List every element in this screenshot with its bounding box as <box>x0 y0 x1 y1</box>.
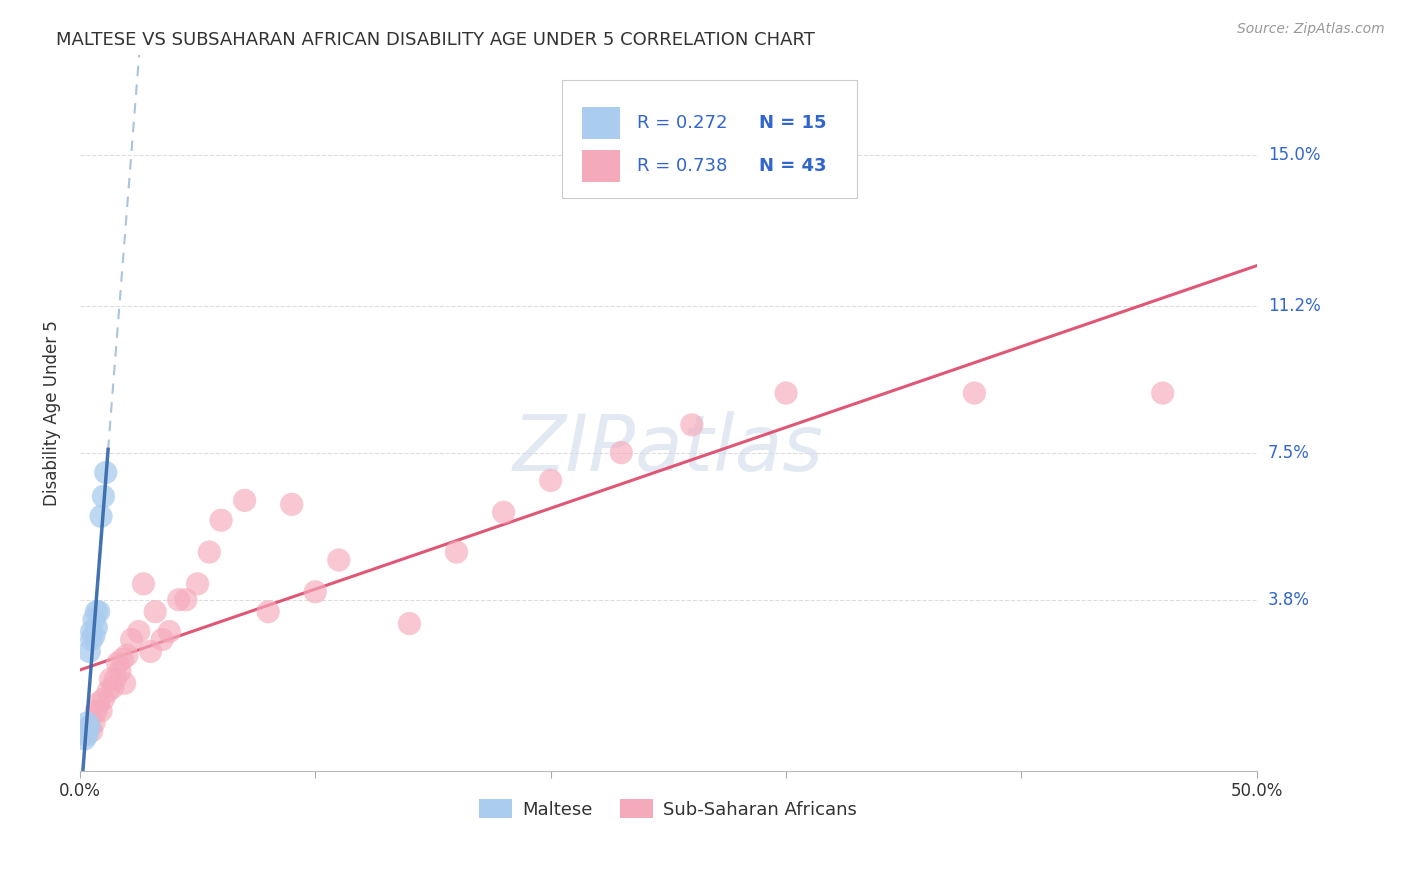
Text: N = 43: N = 43 <box>759 157 827 175</box>
Point <box>107 657 129 671</box>
Point <box>76 716 98 731</box>
Point <box>233 493 256 508</box>
Point <box>83 613 105 627</box>
Point <box>83 628 105 642</box>
Text: R = 0.738: R = 0.738 <box>637 157 727 175</box>
Point <box>86 605 108 619</box>
Point <box>187 577 209 591</box>
Point <box>143 605 166 619</box>
Point <box>446 545 468 559</box>
Point <box>79 720 101 734</box>
Bar <box>582 107 620 139</box>
Point <box>121 632 143 647</box>
Point <box>101 680 124 694</box>
Point <box>610 445 633 459</box>
Point <box>280 497 302 511</box>
Point <box>73 728 96 742</box>
Point <box>111 652 134 666</box>
Point <box>198 545 221 559</box>
Point <box>257 605 280 619</box>
Point <box>328 553 350 567</box>
Point <box>76 728 98 742</box>
Point <box>108 665 131 679</box>
Point <box>93 489 115 503</box>
Point <box>1152 386 1174 401</box>
Point <box>79 720 101 734</box>
Point <box>73 731 96 746</box>
Point <box>83 716 105 731</box>
Text: ZIPatlas: ZIPatlas <box>513 410 824 487</box>
Point <box>90 509 112 524</box>
Legend: Maltese, Sub-Saharan Africans: Maltese, Sub-Saharan Africans <box>472 792 865 826</box>
Point <box>209 513 232 527</box>
Point <box>80 624 103 639</box>
Point <box>90 704 112 718</box>
Point <box>157 624 180 639</box>
Point <box>492 505 515 519</box>
Point <box>79 644 101 658</box>
Point <box>100 673 122 687</box>
Text: MALTESE VS SUBSAHARAN AFRICAN DISABILITY AGE UNDER 5 CORRELATION CHART: MALTESE VS SUBSAHARAN AFRICAN DISABILITY… <box>56 31 815 49</box>
Text: 7.5%: 7.5% <box>1268 443 1310 462</box>
Bar <box>582 150 620 182</box>
Point <box>94 466 117 480</box>
Point <box>115 648 138 663</box>
Point <box>128 624 150 639</box>
Point <box>540 474 562 488</box>
Point <box>150 632 173 647</box>
Y-axis label: Disability Age Under 5: Disability Age Under 5 <box>44 320 60 506</box>
Point <box>104 673 127 687</box>
Point <box>114 676 136 690</box>
Point <box>963 386 986 401</box>
Point <box>304 584 326 599</box>
Point <box>139 644 162 658</box>
Point <box>80 723 103 738</box>
Text: 3.8%: 3.8% <box>1268 591 1310 608</box>
Point <box>87 605 110 619</box>
Text: 11.2%: 11.2% <box>1268 296 1320 315</box>
Point <box>132 577 155 591</box>
Point <box>174 592 197 607</box>
Point <box>86 704 108 718</box>
FancyBboxPatch shape <box>562 80 856 198</box>
Text: N = 15: N = 15 <box>759 114 827 132</box>
Text: R = 0.272: R = 0.272 <box>637 114 727 132</box>
Point <box>775 386 797 401</box>
Point <box>80 632 103 647</box>
Text: Source: ZipAtlas.com: Source: ZipAtlas.com <box>1237 22 1385 37</box>
Point <box>398 616 420 631</box>
Point <box>86 621 108 635</box>
Point <box>93 692 115 706</box>
Point <box>97 684 120 698</box>
Text: 15.0%: 15.0% <box>1268 145 1320 163</box>
Point <box>87 696 110 710</box>
Point <box>167 592 190 607</box>
Point <box>681 417 703 432</box>
